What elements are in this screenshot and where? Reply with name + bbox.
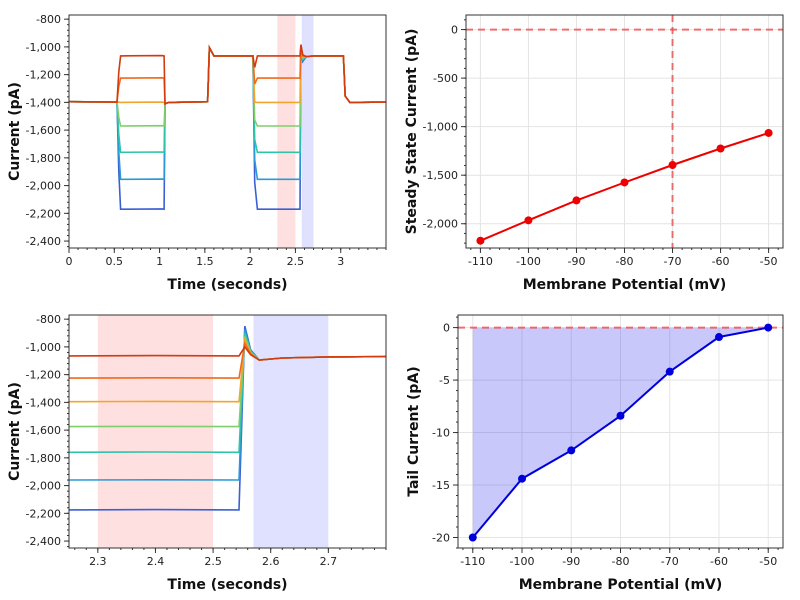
x-tick-label: -110 xyxy=(468,255,493,268)
y-tick-label: -20 xyxy=(432,532,450,545)
x-tick-label: -50 xyxy=(759,555,777,568)
y-tick-label: -10 xyxy=(432,427,450,440)
data-point xyxy=(764,323,773,332)
y-tick-label: -2,400 xyxy=(26,535,61,548)
y-tick-label: -800 xyxy=(36,313,61,326)
y-tick-label: -2,200 xyxy=(26,207,61,220)
y-tick-label: -5 xyxy=(439,374,450,387)
data-point xyxy=(468,533,477,542)
y-tick-label: -1,600 xyxy=(26,124,61,137)
y-tick-label: -1,000 xyxy=(26,41,61,54)
shaded-region xyxy=(301,15,314,248)
y-tick-label: 0 xyxy=(451,24,458,37)
y-tick-label: -1,500 xyxy=(423,169,458,182)
y-axis-label: Steady State Current (pA) xyxy=(404,29,420,235)
data-point xyxy=(665,367,674,376)
data-point xyxy=(524,216,533,225)
data-point xyxy=(572,196,581,205)
y-tick-label: -1,800 xyxy=(26,152,61,165)
chart-zoomed-sweep: 2.3 2.4 2.5 2.6 2.7 -2,400 -2,200 -2,000 -1,800 -… xyxy=(7,313,387,593)
y-tick-label: -1,200 xyxy=(26,69,61,82)
y-axis-label: Current (pA) xyxy=(7,382,23,481)
sweep-trace xyxy=(69,44,386,105)
y-tick-label: -1,600 xyxy=(26,424,61,437)
data-point xyxy=(567,446,576,455)
x-tick-label: -100 xyxy=(510,555,535,568)
x-tick-label: 2.7 xyxy=(320,555,338,568)
y-tick-label: -1,400 xyxy=(26,396,61,409)
y-tick-label: -1,000 xyxy=(423,121,458,134)
x-tick-label: 0.5 xyxy=(106,255,124,268)
shaded-region xyxy=(97,315,214,548)
chart-tail-current: -110 -100 -90 -80 -70 -60 -50-20-15-10-50Membr… xyxy=(406,314,784,593)
x-tick-label: -90 xyxy=(567,255,585,268)
sweep-trace xyxy=(69,345,386,361)
x-axis-label: Time (seconds) xyxy=(167,577,287,593)
x-axis-label: Membrane Potential (mV) xyxy=(519,577,723,593)
y-axis-label: Tail Current (pA) xyxy=(406,366,422,496)
y-tick-label: -1,800 xyxy=(26,452,61,465)
y-axis-label: Current (pA) xyxy=(7,82,23,181)
data-point xyxy=(620,178,629,187)
y-tick-label: -800 xyxy=(36,13,61,26)
y-tick-label: -1,400 xyxy=(26,96,61,109)
chart-steady-state-iv: -110 -100 -90 -80 -70 -60 -50 -2,000 -1,500 -1,00… xyxy=(404,14,784,293)
data-point xyxy=(518,474,527,483)
x-tick-label: -90 xyxy=(562,555,580,568)
data-point xyxy=(716,144,725,153)
data-point xyxy=(616,411,625,420)
x-tick-label: 2.4 xyxy=(147,555,165,568)
x-tick-label: -80 xyxy=(612,555,630,568)
x-tick-label: -60 xyxy=(712,255,730,268)
x-tick-label: -110 xyxy=(460,555,485,568)
y-tick-label: 0 xyxy=(443,322,450,335)
x-tick-label: -50 xyxy=(760,255,778,268)
y-tick-label: -2,000 xyxy=(26,180,61,193)
y-tick-label: -1,000 xyxy=(26,341,61,354)
x-axis-label: Time (seconds) xyxy=(167,277,287,293)
x-tick-label: -70 xyxy=(664,255,682,268)
y-tick-label: -500 xyxy=(433,72,458,85)
plot-frame xyxy=(68,314,387,549)
y-tick-label: -2,200 xyxy=(26,507,61,520)
data-point xyxy=(764,128,773,137)
x-tick-label: 0 xyxy=(66,255,73,268)
x-tick-label: 2.5 xyxy=(204,555,222,568)
y-tick-label: -2,400 xyxy=(26,235,61,248)
x-tick-label: 2.3 xyxy=(89,555,107,568)
x-tick-label: -70 xyxy=(661,555,679,568)
shaded-region xyxy=(253,315,329,548)
x-tick-label: 2.6 xyxy=(262,555,280,568)
plot-frame xyxy=(68,14,387,249)
shaded-region xyxy=(277,15,296,248)
y-tick-label: -1,200 xyxy=(26,369,61,382)
x-tick-label: 2.5 xyxy=(287,255,305,268)
x-tick-label: -100 xyxy=(516,255,541,268)
x-tick-label: 1.5 xyxy=(196,255,214,268)
x-axis-label: Membrane Potential (mV) xyxy=(523,277,727,293)
data-point xyxy=(714,333,723,342)
x-tick-label: 1 xyxy=(156,255,163,268)
chart-full-sweep: 0 0.5 1 1.5 2 2.5 3 -2,400 -2,200 -2,000 -1,800 -1,… xyxy=(7,13,387,293)
data-point xyxy=(476,236,485,245)
sweep-trace xyxy=(69,44,386,211)
y-tick-label: -15 xyxy=(432,479,450,492)
x-tick-label: -60 xyxy=(710,555,728,568)
area-fill xyxy=(472,327,769,538)
y-tick-label: -2,000 xyxy=(26,480,61,493)
sweep-trace xyxy=(69,44,386,105)
x-tick-label: 3 xyxy=(337,255,344,268)
x-tick-label: 2 xyxy=(247,255,254,268)
sweep-trace xyxy=(69,44,386,105)
plot-area xyxy=(69,315,386,548)
data-point xyxy=(668,160,677,169)
plot-area xyxy=(69,15,386,248)
y-tick-label: -2,000 xyxy=(423,218,458,231)
x-tick-label: -80 xyxy=(616,255,634,268)
